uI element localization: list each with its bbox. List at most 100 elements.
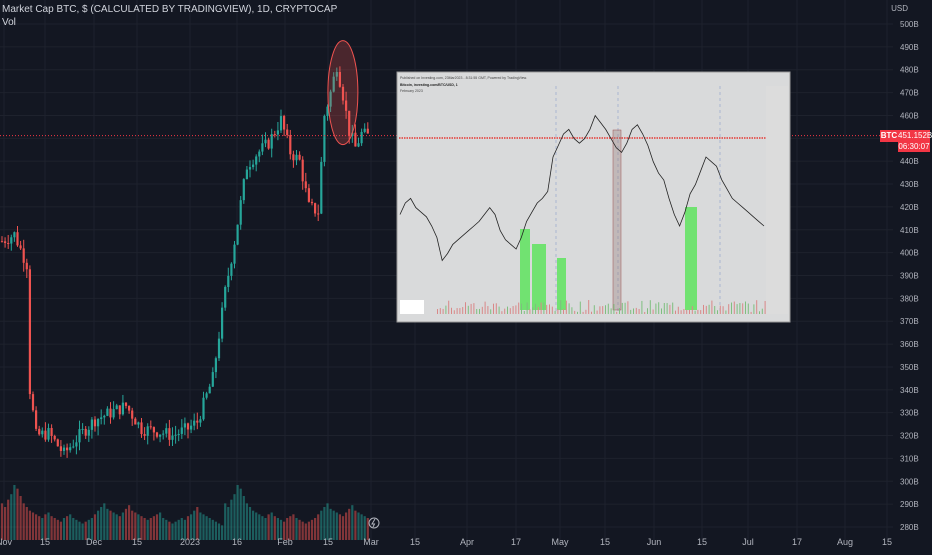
candle-body[interactable] — [360, 131, 363, 144]
candle-body[interactable] — [59, 446, 62, 451]
candle-body[interactable] — [44, 430, 47, 440]
candle-body[interactable] — [276, 130, 279, 135]
candle-body[interactable] — [109, 408, 112, 418]
candle-body[interactable] — [84, 428, 87, 436]
candle-body[interactable] — [366, 128, 369, 134]
candle-body[interactable] — [155, 432, 159, 437]
candle-body[interactable] — [320, 161, 323, 214]
candle-body[interactable] — [112, 409, 115, 418]
candle-body[interactable] — [28, 269, 31, 395]
candle-body[interactable] — [252, 164, 255, 168]
candle-body[interactable] — [47, 427, 50, 440]
candle-body[interactable] — [258, 151, 261, 157]
candle-body[interactable] — [81, 428, 84, 430]
candle-body[interactable] — [171, 435, 174, 440]
candle-body[interactable] — [53, 435, 56, 440]
candle-body[interactable] — [31, 394, 35, 411]
candle-body[interactable] — [124, 402, 128, 406]
candle-body[interactable] — [267, 139, 270, 149]
candle-body[interactable] — [230, 263, 233, 276]
candle-body[interactable] — [202, 397, 205, 420]
candle-body[interactable] — [190, 425, 193, 430]
candle-body[interactable] — [270, 134, 273, 149]
candle-body[interactable] — [326, 106, 329, 116]
candle-body[interactable] — [301, 159, 304, 182]
candle-body[interactable] — [159, 434, 162, 437]
candle-body[interactable] — [354, 132, 357, 147]
candle-body[interactable] — [168, 428, 171, 440]
candle-body[interactable] — [363, 128, 366, 132]
time-axis[interactable]: Nov 15 Dec 15 2023 16 Feb 15 Mar 15 Apr 17 May 15 Jun 1… — [0, 537, 892, 547]
candle-body[interactable] — [283, 116, 286, 130]
candle-body[interactable] — [56, 439, 59, 447]
candle-body[interactable] — [7, 243, 10, 245]
candle-body[interactable] — [162, 433, 165, 435]
candle-body[interactable] — [261, 143, 264, 152]
candle-body[interactable] — [332, 76, 335, 92]
candle-body[interactable] — [224, 286, 227, 308]
candle-body[interactable] — [205, 393, 208, 398]
candle-body[interactable] — [93, 419, 97, 427]
candle-body[interactable] — [72, 446, 75, 448]
candle-body[interactable] — [38, 428, 41, 435]
candle-body[interactable] — [323, 115, 326, 162]
candle-body[interactable] — [221, 307, 224, 339]
candle-body[interactable] — [345, 100, 348, 111]
candle-body[interactable] — [118, 405, 121, 415]
candle-body[interactable] — [0, 241, 4, 243]
candle-body[interactable] — [143, 434, 146, 436]
candle-body[interactable] — [121, 402, 124, 415]
candle-body[interactable] — [16, 232, 19, 246]
candle-body[interactable] — [357, 143, 360, 147]
candle-body[interactable] — [177, 433, 180, 435]
candle-body[interactable] — [307, 188, 310, 202]
candle-body[interactable] — [239, 200, 242, 225]
candle-body[interactable] — [273, 134, 276, 136]
candle-body[interactable] — [186, 423, 190, 430]
candle-body[interactable] — [149, 426, 152, 428]
candle-body[interactable] — [152, 427, 155, 433]
candle-body[interactable] — [279, 116, 283, 131]
candle-body[interactable] — [292, 154, 295, 161]
candle-body[interactable] — [103, 415, 106, 418]
candle-body[interactable] — [100, 417, 103, 419]
candle-body[interactable] — [264, 139, 267, 144]
candle-body[interactable] — [19, 245, 22, 249]
candle-body[interactable] — [10, 237, 13, 244]
candle-body[interactable] — [4, 241, 7, 244]
candle-body[interactable] — [317, 213, 320, 215]
candle-body[interactable] — [208, 386, 211, 394]
candle-body[interactable] — [22, 248, 25, 263]
candle-body[interactable] — [174, 434, 177, 436]
candle-body[interactable] — [97, 418, 100, 427]
candle-body[interactable] — [298, 154, 301, 160]
candle-body[interactable] — [242, 179, 245, 201]
candle-body[interactable] — [295, 154, 298, 161]
candles[interactable] — [0, 66, 369, 458]
candle-body[interactable] — [314, 203, 317, 214]
candle-body[interactable] — [165, 428, 168, 434]
candle-body[interactable] — [217, 338, 221, 359]
candle-body[interactable] — [90, 419, 93, 430]
candle-body[interactable] — [304, 181, 307, 189]
candle-body[interactable] — [50, 427, 53, 436]
candle-body[interactable] — [211, 372, 214, 387]
candle-body[interactable] — [310, 201, 314, 204]
candle-body[interactable] — [66, 447, 69, 451]
candle-body[interactable] — [286, 129, 289, 136]
candle-body[interactable] — [134, 418, 137, 425]
candle-body[interactable] — [78, 429, 81, 443]
candle-body[interactable] — [25, 262, 28, 270]
candle-body[interactable] — [245, 169, 248, 180]
candle-body[interactable] — [140, 422, 143, 435]
candle-body[interactable] — [183, 423, 186, 428]
candle-body[interactable] — [13, 232, 16, 238]
candle-body[interactable] — [87, 429, 90, 436]
candle-body[interactable] — [227, 275, 230, 287]
candle-body[interactable] — [338, 72, 341, 87]
candle-body[interactable] — [348, 110, 351, 137]
candle-body[interactable] — [196, 420, 199, 423]
candle-body[interactable] — [329, 91, 332, 107]
